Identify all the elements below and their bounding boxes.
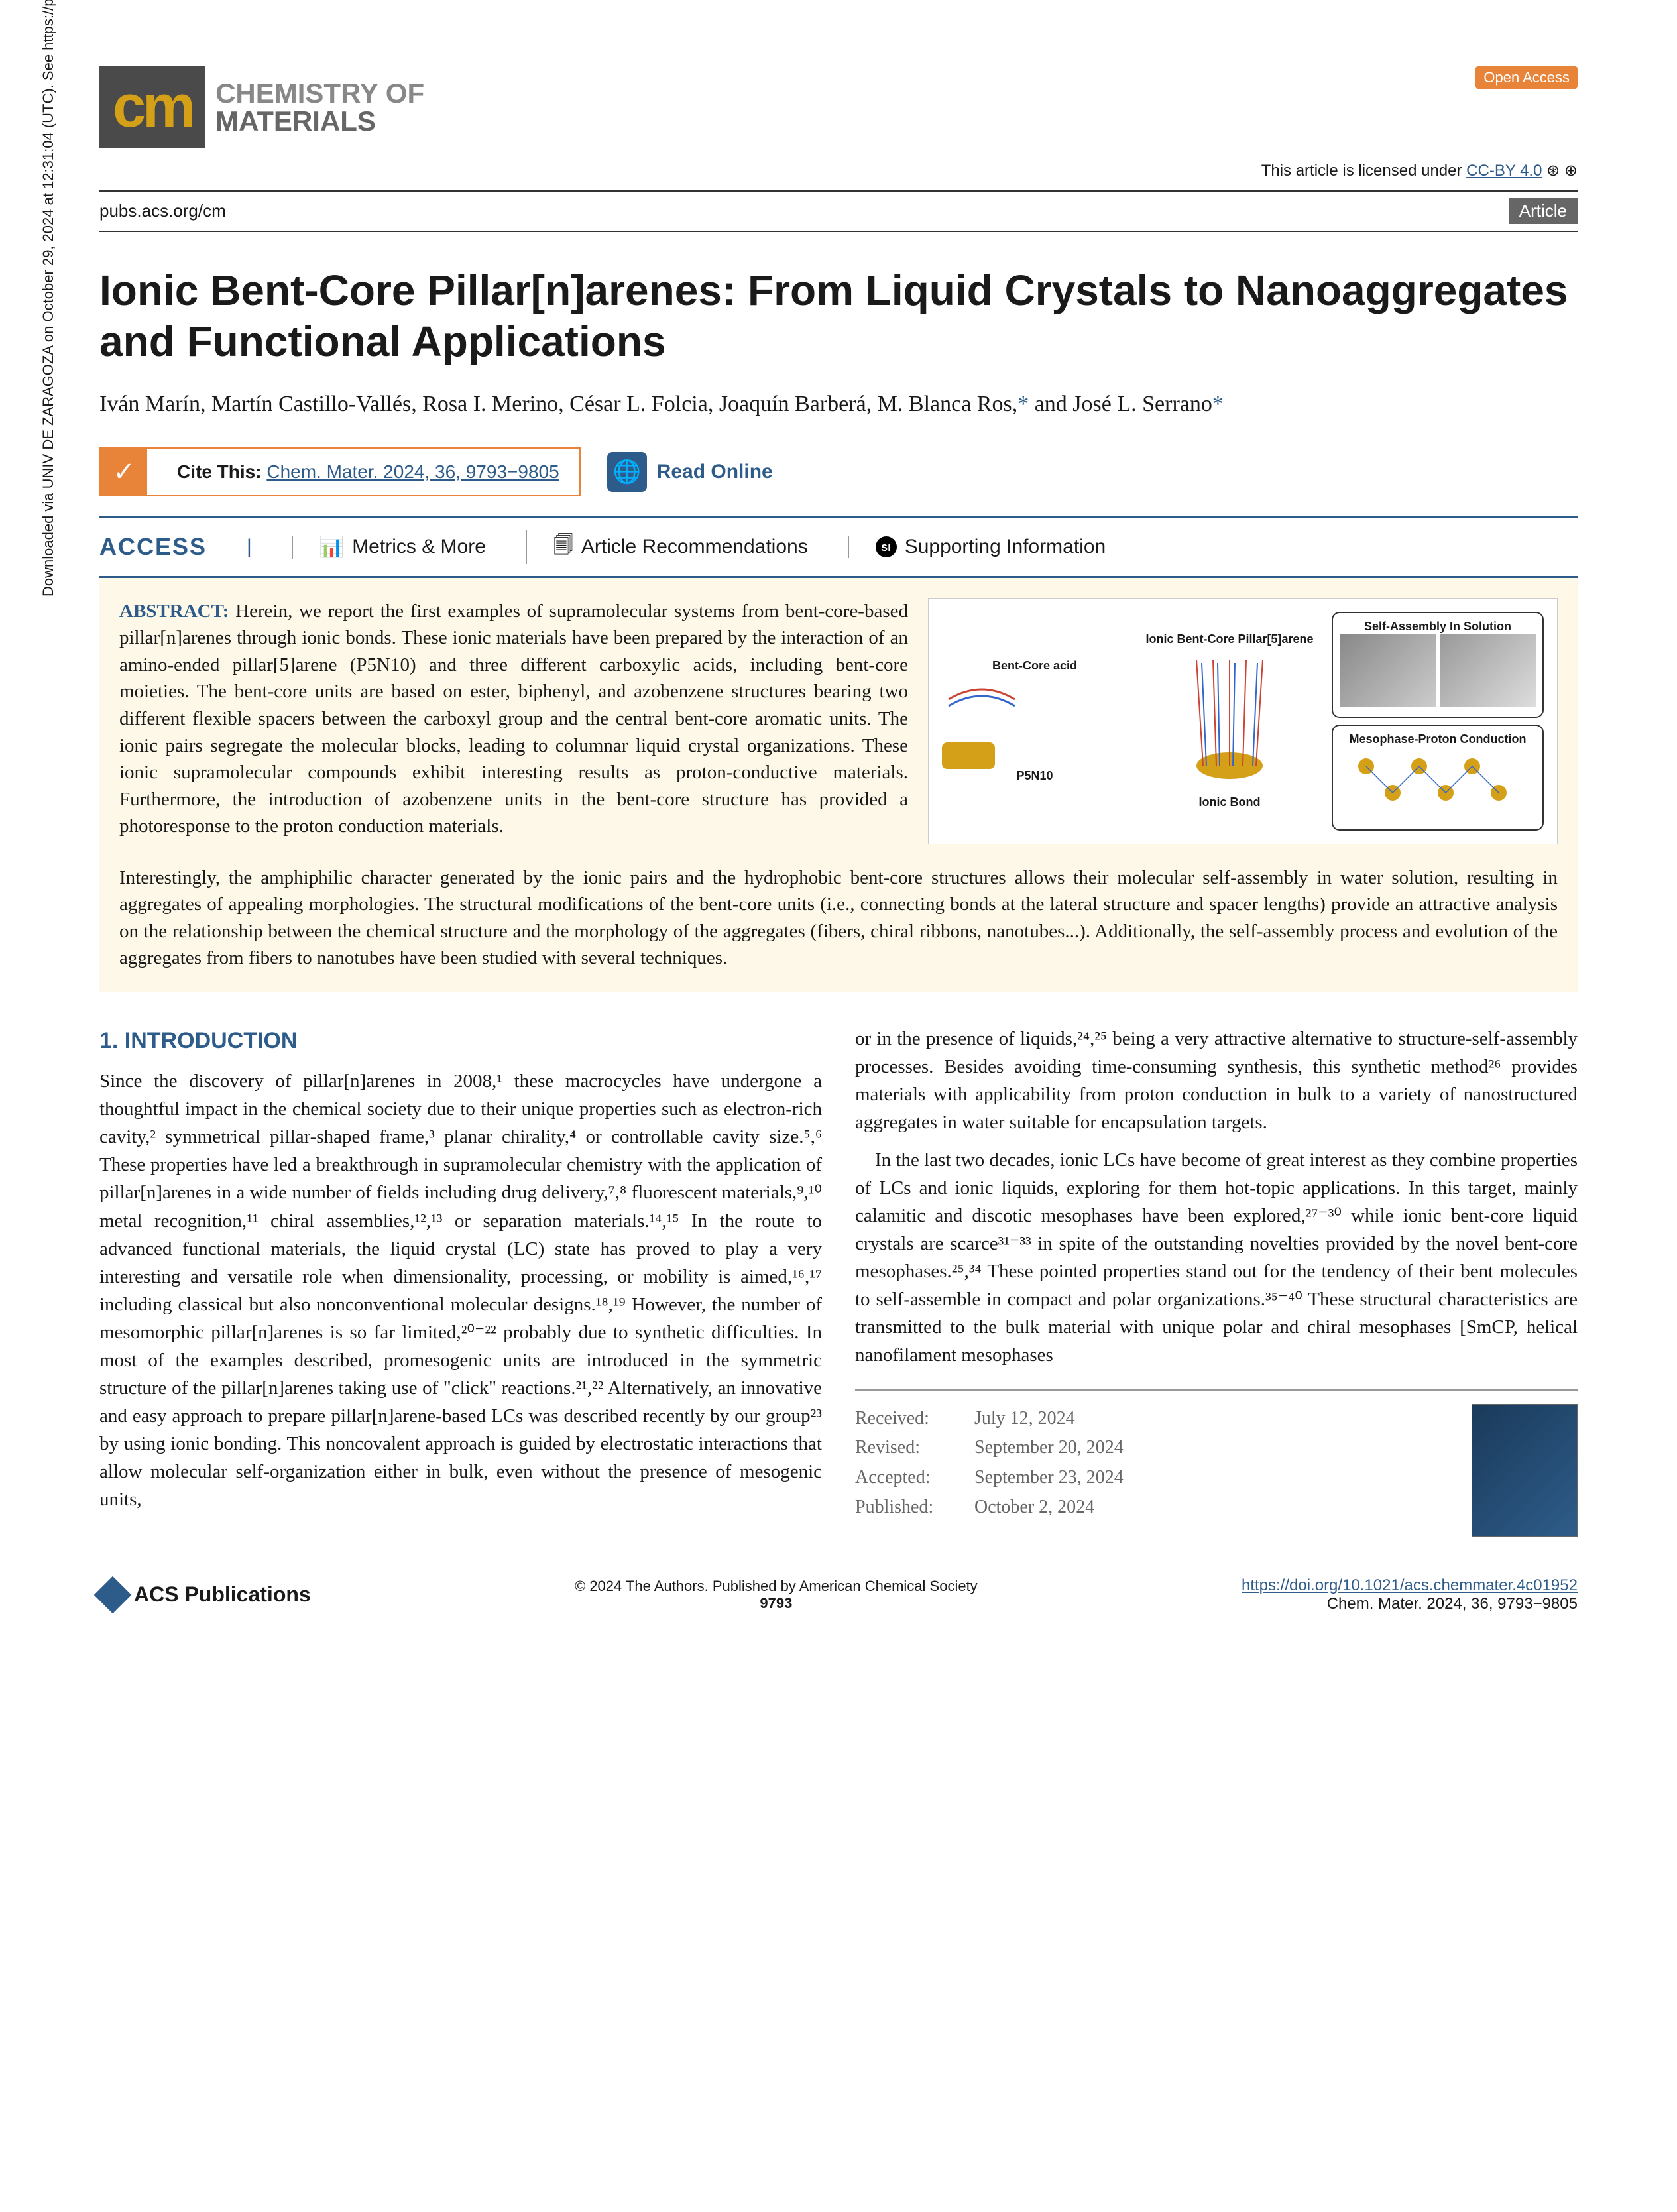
- license-row: This article is licensed under CC-BY 4.0…: [99, 161, 1578, 180]
- copyright-text: © 2024 The Authors. Published by America…: [575, 1578, 978, 1595]
- cite-box[interactable]: ✓ Cite This: Chem. Mater. 2024, 36, 9793…: [99, 447, 581, 496]
- logo-line2: MATERIALS: [215, 107, 424, 135]
- chart-icon: 📊: [319, 536, 344, 559]
- acs-publications-logo: ACS Publications: [99, 1582, 311, 1608]
- article-title: Ionic Bent-Core Pillar[n]arenes: From Li…: [99, 265, 1578, 367]
- footer: ACS Publications © 2024 The Authors. Pub…: [99, 1576, 1578, 1613]
- access-bar: ACCESS | 📊 Metrics & More 🗐 Article Reco…: [99, 516, 1578, 578]
- abstract-text-top: ABSTRACT: Herein, we report the first ex…: [119, 598, 908, 844]
- recommendations-label: Article Recommendations: [581, 536, 808, 558]
- published-date: October 2, 2024: [974, 1497, 1094, 1517]
- fig-label-mesophase: Mesophase-Proton Conduction: [1340, 732, 1536, 746]
- cover-thumbnail: [1472, 1404, 1578, 1537]
- authors-list: Iván Marín, Martín Castillo-Vallés, Rosa…: [99, 387, 1578, 421]
- pubs-url[interactable]: pubs.acs.org/cm: [99, 201, 226, 221]
- acs-label: ACS Publications: [134, 1582, 311, 1607]
- fig-label-ionicbond: Ionic Bond: [1137, 795, 1322, 809]
- abstract-text-bottom: Interestingly, the amphiphilic character…: [99, 864, 1578, 992]
- cite-label: Cite This:: [177, 461, 262, 482]
- cc-icon: ⊛ ⊕: [1546, 162, 1578, 180]
- accepted-label: Accepted:: [855, 1463, 974, 1493]
- column-left: 1. INTRODUCTION Since the discovery of p…: [99, 1025, 822, 1537]
- graphical-abstract: Bent-Core acid P5N10 Ionic Bent-Core Pil…: [928, 598, 1558, 844]
- intro-col1-text: Since the discovery of pillar[n]arenes i…: [99, 1067, 822, 1513]
- header: cm CHEMISTRY OF MATERIALS Open Access: [99, 66, 1578, 148]
- open-access-badge: Open Access: [1475, 66, 1578, 89]
- logo-line1: CHEMISTRY OF: [215, 80, 424, 107]
- dates-box: Received:July 12, 2024 Revised:September…: [855, 1389, 1578, 1537]
- p5n10-icon: [942, 742, 995, 769]
- footer-ref: Chem. Mater. 2024, 36, 9793−9805: [1327, 1595, 1578, 1613]
- article-type-tag: Article: [1509, 198, 1578, 224]
- checkmark-icon: ✓: [101, 449, 147, 495]
- si-icon: sı: [876, 536, 897, 557]
- si-button[interactable]: sı Supporting Information: [848, 536, 1106, 558]
- column-right: or in the presence of liquids,²⁴,²⁵ bein…: [855, 1025, 1578, 1537]
- fig-label-selfassembly: Self-Assembly In Solution: [1340, 620, 1536, 634]
- metrics-label: Metrics & More: [352, 536, 486, 558]
- read-online-label: Read Online: [657, 461, 773, 483]
- logo-text: CHEMISTRY OF MATERIALS: [215, 80, 424, 135]
- intro-heading: 1. INTRODUCTION: [99, 1025, 822, 1057]
- bentcore-molecule-icon: [942, 673, 1021, 726]
- access-label: ACCESS: [99, 533, 207, 561]
- logo-cm-icon: cm: [99, 66, 205, 148]
- read-online-button[interactable]: 🌐 Read Online: [607, 452, 773, 492]
- published-label: Published:: [855, 1493, 974, 1523]
- intro-col2a-text: or in the presence of liquids,²⁴,²⁵ bein…: [855, 1025, 1578, 1136]
- acs-diamond-icon: [94, 1576, 132, 1613]
- pillar-structure-icon: [1163, 646, 1296, 792]
- mesophase-pattern-icon: [1340, 746, 1525, 819]
- journal-logo: cm CHEMISTRY OF MATERIALS: [99, 66, 424, 148]
- document-icon: 🗐: [553, 530, 573, 564]
- pubs-bar: pubs.acs.org/cm Article: [99, 190, 1578, 232]
- page-number: 9793: [760, 1595, 792, 1611]
- si-label: Supporting Information: [905, 536, 1106, 558]
- footer-right: https://doi.org/10.1021/acs.chemmater.4c…: [1242, 1576, 1578, 1613]
- doi-link[interactable]: https://doi.org/10.1021/acs.chemmater.4c…: [1242, 1576, 1578, 1594]
- license-link[interactable]: CC-BY 4.0: [1466, 162, 1542, 180]
- revised-label: Revised:: [855, 1433, 974, 1463]
- received-label: Received:: [855, 1404, 974, 1434]
- received-date: July 12, 2024: [974, 1408, 1075, 1428]
- cite-ref-link[interactable]: Chem. Mater. 2024, 36, 9793−9805: [266, 461, 559, 482]
- body-columns: 1. INTRODUCTION Since the discovery of p…: [99, 1025, 1578, 1537]
- metrics-button[interactable]: 📊 Metrics & More: [292, 536, 486, 559]
- abstract-section: ABSTRACT: Herein, we report the first ex…: [99, 578, 1578, 864]
- fig-label-pillar: Ionic Bent-Core Pillar[5]arene: [1137, 632, 1322, 646]
- intro-col2b-text: In the last two decades, ionic LCs have …: [855, 1146, 1578, 1369]
- cite-row: ✓ Cite This: Chem. Mater. 2024, 36, 9793…: [99, 447, 1578, 496]
- recommendations-button[interactable]: 🗐 Article Recommendations: [526, 530, 808, 564]
- mesophase-panel: Mesophase-Proton Conduction: [1332, 725, 1544, 831]
- fig-label-bentcore: Bent-Core acid: [942, 659, 1128, 673]
- accepted-date: September 23, 2024: [974, 1467, 1124, 1487]
- footer-center: © 2024 The Authors. Published by America…: [575, 1578, 978, 1612]
- license-text: This article is licensed under: [1261, 162, 1466, 180]
- revised-date: September 20, 2024: [974, 1437, 1124, 1458]
- fig-label-p5n10: P5N10: [942, 769, 1128, 783]
- abstract-label: ABSTRACT:: [119, 601, 229, 622]
- download-info: Downloaded via UNIV DE ZARAGOZA on Octob…: [40, 0, 57, 597]
- globe-icon: 🌐: [607, 452, 647, 492]
- abstract-para1: Herein, we report the first examples of …: [119, 601, 908, 837]
- cite-text: Cite This: Chem. Mater. 2024, 36, 9793−9…: [157, 461, 579, 483]
- dates-list: Received:July 12, 2024 Revised:September…: [855, 1404, 1452, 1537]
- self-assembly-panel: Self-Assembly In Solution: [1332, 612, 1544, 718]
